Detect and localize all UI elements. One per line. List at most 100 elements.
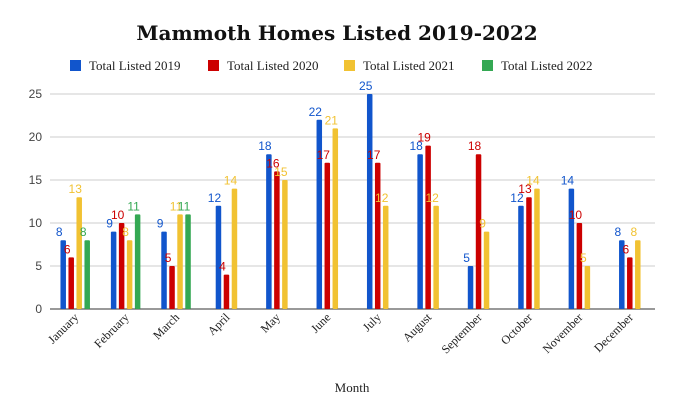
x-tick-label: December [591,310,636,355]
y-tick-label: 5 [35,259,42,273]
data-label: 12 [425,191,439,205]
data-labels: 8613891081195111112414181615221721251712… [56,79,638,274]
y-tick-label: 0 [35,302,42,316]
data-label: 11 [178,199,191,213]
bar [619,240,625,309]
data-label: 9 [479,217,486,231]
data-label: 6 [64,242,71,256]
data-label: 22 [309,105,323,119]
data-label: 6 [622,242,629,256]
bar [518,205,524,309]
data-label: 11 [127,199,140,213]
bar [177,214,183,309]
bar [475,154,482,309]
data-label: 18 [258,139,272,153]
data-label: 13 [518,182,532,196]
y-tick-label: 15 [29,173,43,187]
gridlines [50,93,655,310]
data-label: 8 [614,225,621,239]
bar [534,188,540,309]
bar [110,231,117,309]
data-label: 8 [56,225,63,239]
x-tick-label: September [438,310,484,356]
data-label: 8 [630,225,637,239]
data-label: 14 [561,174,575,188]
data-label: 11 [170,199,183,213]
data-label: 12 [375,191,389,205]
bar [76,197,82,309]
bar [134,214,141,309]
bar [417,154,423,309]
data-label: 10 [569,208,583,222]
x-tick-label: March [150,310,182,342]
chart-title: Mammoth Homes Listed 2019-2022 [136,21,537,45]
x-axis-categories: January February March April May June July Augu… [45,310,636,357]
data-label: 17 [367,148,381,162]
bar [282,180,288,309]
legend-swatch [344,60,355,71]
bar [223,274,230,309]
data-label: 8 [80,225,87,239]
bar [425,145,431,309]
bar [584,266,591,309]
bars [60,94,641,309]
x-tick-label: February [91,310,132,351]
data-label: 4 [219,260,226,274]
legend-label: Total Listed 2022 [501,58,593,73]
bar [84,240,90,309]
bar [374,162,381,309]
data-label: 18 [409,139,423,153]
bar [433,205,439,309]
bar [266,154,272,309]
data-label: 15 [274,165,288,179]
bar [568,188,575,309]
data-label: 17 [317,148,331,162]
legend: Total Listed 2019 Total Listed 2020 Total … [70,58,593,73]
bar [332,128,339,309]
legend-swatch [208,60,219,71]
bar [467,266,474,309]
data-label: 16 [266,156,280,170]
data-label: 10 [111,208,125,222]
data-label: 13 [69,182,83,196]
data-label: 14 [526,174,540,188]
data-label: 19 [417,131,431,145]
bar [126,240,133,309]
x-axis-label: Month [335,380,370,395]
x-tick-label: January [45,310,81,346]
bar [366,94,373,309]
y-tick-label: 20 [29,130,43,144]
bar [161,231,167,309]
bar [231,188,238,309]
x-tick-label: August [400,310,435,345]
data-label: 21 [325,113,339,127]
data-label: 12 [208,191,222,205]
data-label: 18 [468,139,482,153]
x-tick-label: November [540,310,586,356]
data-label: 14 [224,174,238,188]
x-tick-label: April [205,310,233,338]
data-label: 8 [122,225,129,239]
x-tick-label: June [308,310,333,335]
bar [526,197,532,309]
bar [627,257,633,309]
legend-label: Total Listed 2019 [89,58,181,73]
legend-label: Total Listed 2021 [363,58,455,73]
legend-label: Total Listed 2020 [227,58,319,73]
bar [316,119,323,309]
data-label: 5 [463,251,470,265]
bar [483,231,490,309]
y-tick-label: 25 [29,87,43,101]
bar [185,214,191,309]
legend-swatch [482,60,493,71]
data-label: 9 [157,217,164,231]
bar [324,162,331,309]
x-tick-label: July [360,310,384,334]
data-label: 12 [510,191,524,205]
x-tick-label: May [258,310,283,335]
legend-swatch [70,60,81,71]
data-label: 9 [106,217,113,231]
data-label: 5 [580,251,587,265]
